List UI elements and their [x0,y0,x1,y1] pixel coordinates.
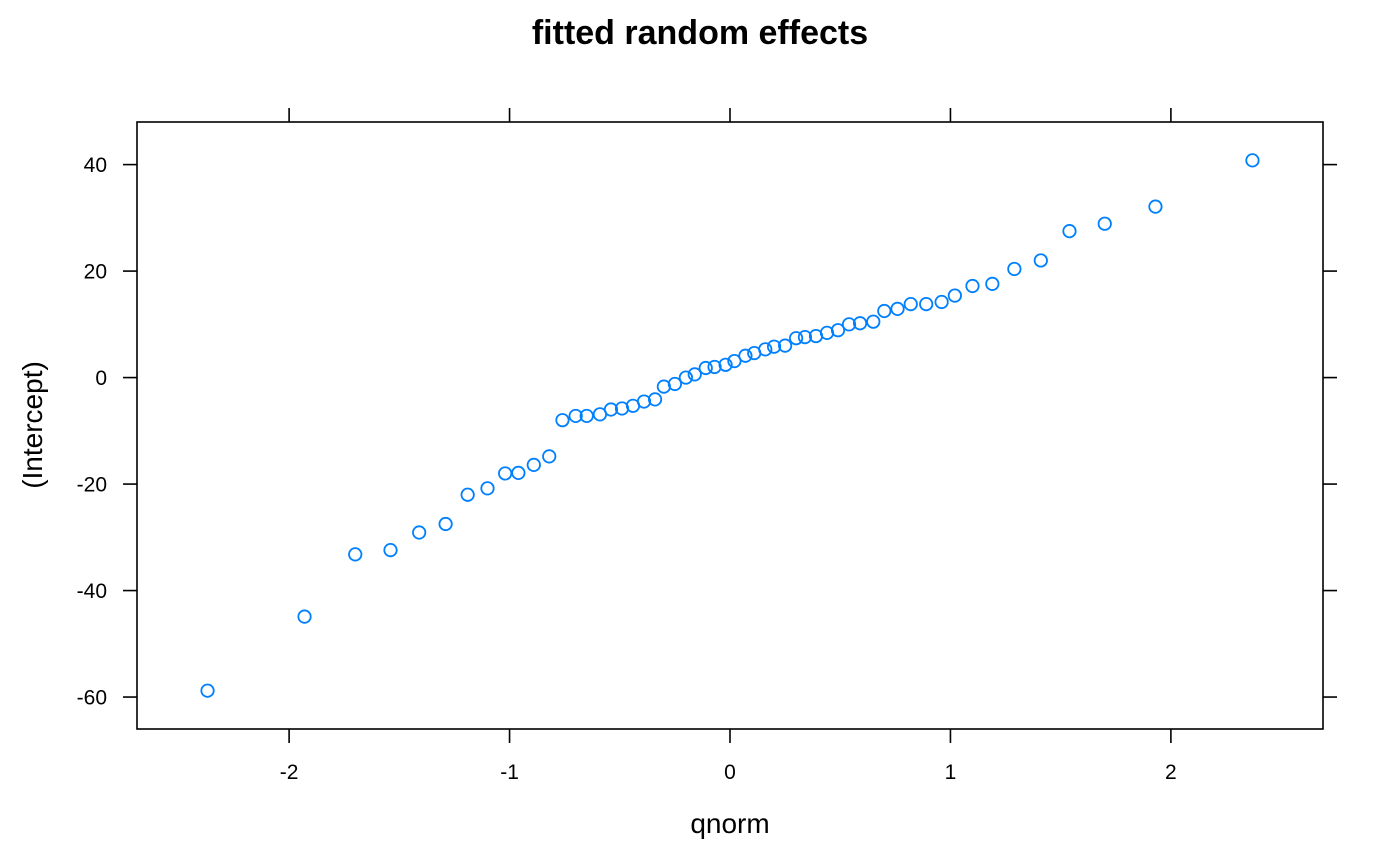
data-point [738,348,753,363]
data-point [636,394,652,409]
data-point [438,516,453,532]
data-point [789,331,804,346]
data-point [766,339,782,354]
data-point [1007,261,1022,277]
data-point [965,278,980,294]
y-tick-label: 0 [95,367,107,390]
x-tick-label: 1 [945,761,957,784]
data-point [778,338,793,353]
data-point [1033,253,1048,268]
data-point [297,609,312,624]
y-tick-label: -40 [77,580,107,603]
data-point [1148,199,1163,214]
data-point [903,296,918,312]
data-point [758,342,773,357]
x-axis-label: qnorm [690,808,769,839]
data-point [200,683,215,698]
data-point [707,359,722,375]
data-point [919,296,934,312]
data-point [1245,153,1260,168]
y-tick-label: 20 [84,261,107,284]
y-axis-label: (Intercept) [17,361,48,489]
data-point [412,525,427,540]
data-point [1097,216,1112,231]
data-point [603,402,619,417]
data-point [841,317,857,332]
x-tick-label: -1 [500,761,519,784]
data-point [830,323,846,338]
data-point [667,376,682,392]
data-point [1062,224,1077,239]
data-point [866,314,881,329]
data-point [579,408,594,424]
data-point [460,487,475,502]
data-point [985,276,1000,291]
data-point [511,465,526,480]
y-tick-label: -60 [77,687,107,710]
data-point [718,357,733,372]
data-point [797,330,813,345]
x-tick-label: -2 [280,761,299,784]
plot-frame [136,121,1324,730]
x-tick-label: 0 [724,761,736,784]
data-point [890,301,905,316]
x-tick-label: 2 [1165,761,1177,784]
data-point [647,392,663,407]
chart-title: fitted random effects [532,14,868,52]
data-point [526,457,541,473]
data-points [200,153,1260,698]
data-point [348,547,363,562]
data-point [877,303,892,319]
data-point [568,408,583,424]
data-point [698,360,713,376]
data-point [498,466,513,481]
data-point [542,449,557,464]
y-tick-label: 40 [84,154,107,177]
y-tick-label: -20 [77,474,107,497]
data-point [480,481,495,496]
data-point [852,316,868,331]
data-point [947,288,962,303]
data-point [678,370,694,385]
x-axis: -2 -1 0 1 2 [280,108,1177,784]
data-point [934,294,949,310]
data-point [383,542,398,558]
data-point [727,353,742,369]
y-axis: -60 -40 -20 0 20 40 [77,154,1337,710]
data-point [555,413,570,428]
data-point [687,367,702,382]
